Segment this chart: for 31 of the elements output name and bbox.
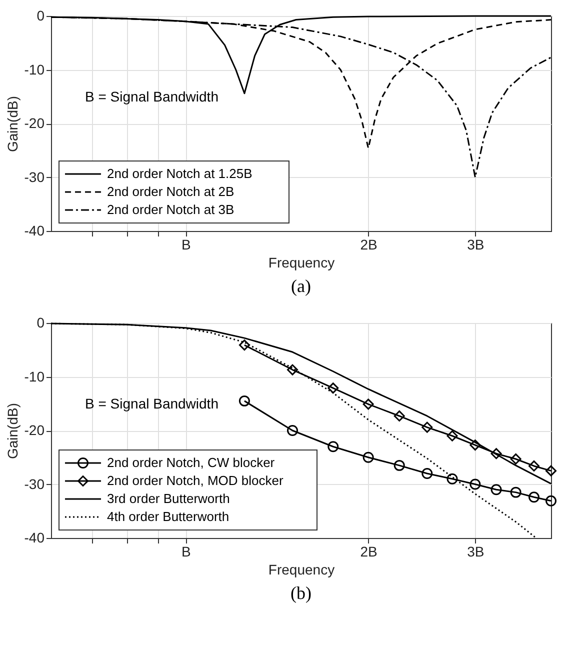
x-tick-label: 2B xyxy=(360,544,378,560)
x-tick-label: 3B xyxy=(467,236,484,252)
legend-label: 2nd order Notch at 1.25B xyxy=(107,166,252,181)
x-axis-title: Frequency xyxy=(268,254,335,270)
text: (a) xyxy=(291,276,311,296)
legend-label: 2nd order Notch, MOD blocker xyxy=(107,473,284,488)
annotation: B = Signal Bandwidth xyxy=(85,396,218,412)
y-tick-label: 0 xyxy=(36,8,45,24)
legend-label: 2nd order Notch at 3B xyxy=(107,202,234,217)
legend-label: 4th order Butterworth xyxy=(107,509,230,524)
y-axis-title: Gain(dB) xyxy=(4,96,20,152)
x-axis-title: Frequency xyxy=(268,562,335,578)
y-axis-title: Gain(dB) xyxy=(4,402,20,460)
x-tick-label: B xyxy=(181,236,191,252)
x-tick-label: 2B xyxy=(360,236,378,252)
y-tick-label: -10 xyxy=(24,61,45,78)
y-tick-label: 0 xyxy=(36,314,45,330)
y-tick-label: -40 xyxy=(24,222,45,238)
legend-label: 2nd order Notch at 2B xyxy=(107,184,234,199)
y-tick-label: -40 xyxy=(24,530,45,546)
legend-label: 3rd order Butterworth xyxy=(107,491,230,506)
annotation: B = Signal Bandwidth xyxy=(85,88,218,105)
legend-label: 2nd order Notch, CW blocker xyxy=(107,455,276,470)
x-tick-label: 3B xyxy=(467,544,484,560)
x-tick-label: B xyxy=(181,544,191,560)
y-tick-label: -30 xyxy=(24,476,45,492)
y-tick-label: -10 xyxy=(24,368,45,384)
text: (b) xyxy=(290,583,312,603)
y-tick-label: -20 xyxy=(24,115,45,131)
y-tick-label: -20 xyxy=(24,422,45,438)
y-tick-label: -30 xyxy=(24,168,45,185)
